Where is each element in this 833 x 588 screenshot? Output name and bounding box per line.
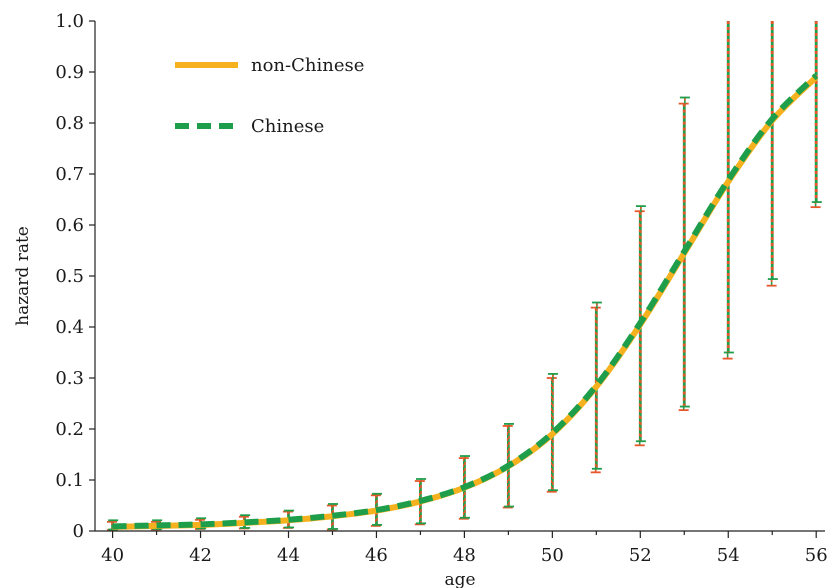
x-tick-label: 44 [277, 545, 300, 566]
y-tick-label: 0.2 [55, 419, 84, 440]
errorbar [810, 21, 821, 209]
x-tick-label: 42 [189, 545, 212, 566]
x-axis-title: age [444, 570, 475, 588]
errorbar [722, 21, 733, 360]
y-tick-label: 0.6 [55, 215, 84, 236]
errorbar [811, 21, 822, 203]
y-tick-label: 0.8 [55, 113, 84, 134]
series-line-non-chinese [112, 74, 819, 530]
axes: 0 0.1 0.2 0.3 0.4 0.5 0.6 0.7 0.8 0.9 1.0 40 42 44 46 4… [55, 11, 827, 566]
x-tick-label: 48 [453, 545, 476, 566]
legend-label-chinese: Chinese [251, 116, 324, 137]
y-tick-label: 0.3 [55, 368, 84, 389]
legend: non-Chinese Chinese [175, 55, 364, 137]
x-tick-label: 56 [805, 545, 828, 566]
y-tick-label: 1.0 [55, 11, 84, 32]
y-tick-label: 0.7 [55, 164, 84, 185]
x-tick-label: 46 [365, 545, 388, 566]
errorbars [106, 21, 822, 531]
y-tick-label: 0.4 [55, 317, 84, 338]
x-tick-label: 40 [101, 545, 124, 566]
x-tick-label: 54 [717, 545, 740, 566]
errorbar [766, 21, 777, 287]
legend-label-non-chinese: non-Chinese [251, 55, 364, 76]
y-tick-label: 0.1 [55, 470, 84, 491]
y-tick-label: 0.9 [55, 62, 84, 83]
series-lines [112, 73, 819, 530]
errorbar [767, 21, 778, 280]
errorbar [723, 21, 734, 354]
x-tick-label: 50 [541, 545, 564, 566]
y-tick-label: 0.5 [55, 266, 84, 287]
y-tick-label: 0 [73, 521, 84, 542]
x-tick-label: 52 [629, 545, 652, 566]
y-axis-title: hazard rate [13, 226, 33, 326]
errorbar [370, 494, 381, 527]
